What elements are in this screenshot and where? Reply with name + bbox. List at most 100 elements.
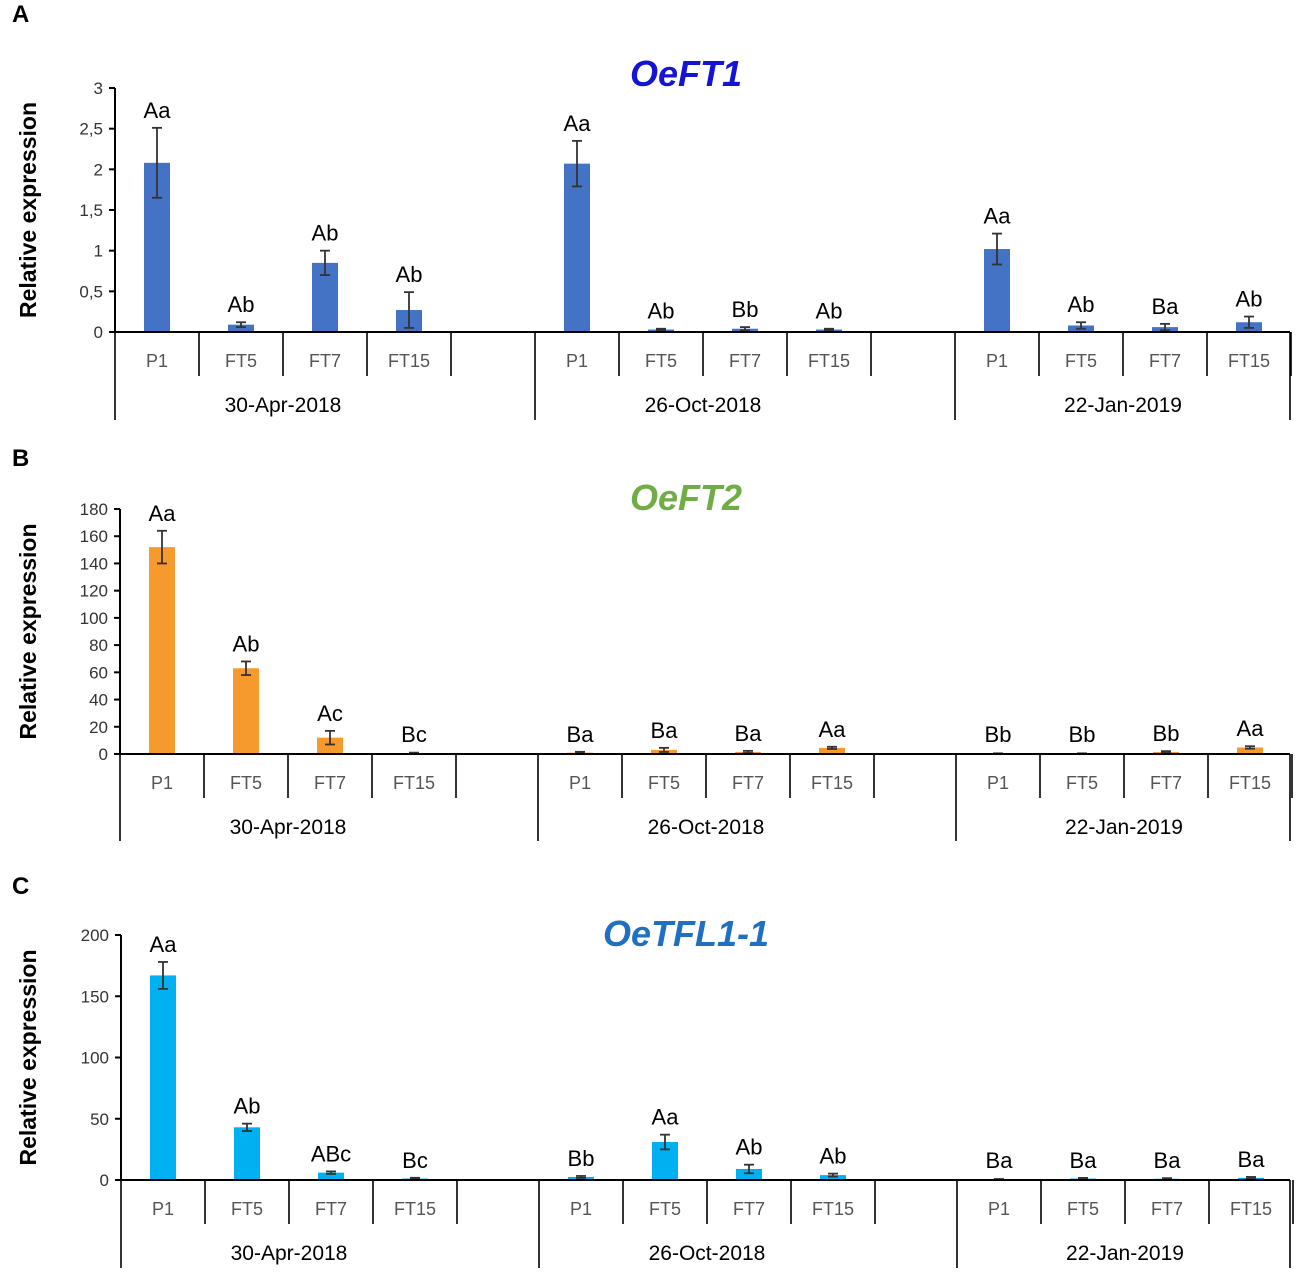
significance-letter: Ab bbox=[1068, 292, 1095, 317]
date-label: 26-Oct-2018 bbox=[648, 816, 765, 839]
significance-letter: Ba bbox=[1238, 1147, 1266, 1172]
y-tick-label: 0 bbox=[100, 1171, 109, 1190]
y-tick-label: 2 bbox=[94, 160, 103, 179]
significance-letter: Bc bbox=[401, 722, 427, 747]
significance-letter: Aa bbox=[149, 501, 177, 526]
y-axis-label: Relative expression bbox=[15, 102, 41, 318]
date-label: 26-Oct-2018 bbox=[649, 1242, 766, 1265]
category-label: P1 bbox=[151, 773, 173, 793]
category-label: FT7 bbox=[315, 1199, 347, 1219]
bar bbox=[1237, 747, 1263, 754]
category-label: FT15 bbox=[808, 351, 850, 371]
chart-title: OeTFL1-1 bbox=[603, 913, 769, 954]
date-label: 30-Apr-2018 bbox=[225, 394, 342, 417]
category-label: FT5 bbox=[1065, 351, 1097, 371]
category-label: FT7 bbox=[314, 773, 346, 793]
category-label: FT5 bbox=[645, 351, 677, 371]
y-tick-label: 80 bbox=[89, 636, 108, 655]
significance-letter: Ab bbox=[736, 1135, 763, 1160]
bar bbox=[149, 547, 175, 754]
y-tick-label: 100 bbox=[80, 609, 108, 628]
category-label: P1 bbox=[566, 351, 588, 371]
y-tick-label: 180 bbox=[80, 500, 108, 519]
significance-letter: Bc bbox=[402, 1148, 428, 1173]
category-label: P1 bbox=[569, 773, 591, 793]
significance-letter: Ba bbox=[567, 722, 595, 747]
category-label: FT15 bbox=[394, 1199, 436, 1219]
panel-b: B OeFT2 Relative expression 0 20 40 60 80 100 120… bbox=[12, 445, 1293, 841]
category-label: P1 bbox=[146, 351, 168, 371]
significance-letter: Ab bbox=[228, 292, 255, 317]
significance-letter: Aa bbox=[1237, 716, 1265, 741]
category-label: FT15 bbox=[811, 773, 853, 793]
y-tick-label: 3 bbox=[94, 79, 103, 98]
category-label: FT7 bbox=[309, 351, 341, 371]
category-label: FT5 bbox=[648, 773, 680, 793]
category-label: FT5 bbox=[231, 1199, 263, 1219]
bar bbox=[819, 747, 845, 754]
significance-letter: Ba bbox=[735, 721, 763, 746]
category-label: FT5 bbox=[649, 1199, 681, 1219]
y-tick-label: 140 bbox=[80, 554, 108, 573]
category-label: FT15 bbox=[1230, 1199, 1272, 1219]
category-label: P1 bbox=[987, 773, 1009, 793]
bar bbox=[564, 163, 590, 332]
significance-letter: Aa bbox=[819, 717, 847, 742]
significance-letter: Bb bbox=[1069, 722, 1096, 747]
category-label: FT15 bbox=[388, 351, 430, 371]
category-label: FT15 bbox=[812, 1199, 854, 1219]
date-label: 22-Jan-2019 bbox=[1066, 1242, 1184, 1265]
bar bbox=[234, 1127, 260, 1180]
significance-letter: Bb bbox=[568, 1146, 595, 1171]
significance-letter: Aa bbox=[144, 98, 172, 123]
y-tick-label: 160 bbox=[80, 527, 108, 546]
category-label: FT5 bbox=[1066, 773, 1098, 793]
bar bbox=[736, 1168, 762, 1180]
y-tick-label: 1 bbox=[94, 242, 103, 261]
y-tick-label: 60 bbox=[89, 663, 108, 682]
significance-letter: Ab bbox=[234, 1094, 261, 1119]
chart-title: OeFT1 bbox=[630, 53, 742, 94]
date-label: 30-Apr-2018 bbox=[230, 816, 347, 839]
significance-letter: Ab bbox=[1236, 287, 1263, 312]
significance-letter: Ba bbox=[1154, 1148, 1182, 1173]
significance-letter: Aa bbox=[652, 1105, 680, 1130]
significance-letter: Ab bbox=[648, 299, 675, 324]
y-tick-label: 0 bbox=[94, 323, 103, 342]
category-label: P1 bbox=[152, 1199, 174, 1219]
significance-letter: ABc bbox=[311, 1141, 351, 1166]
category-label: FT7 bbox=[729, 351, 761, 371]
panel-letter: B bbox=[12, 445, 29, 472]
significance-letter: Bb bbox=[732, 297, 759, 322]
bar bbox=[317, 737, 343, 754]
category-label: P1 bbox=[986, 351, 1008, 371]
significance-letter: Ab bbox=[312, 221, 339, 246]
y-tick-label: 40 bbox=[89, 691, 108, 710]
significance-letter: Bb bbox=[985, 722, 1012, 747]
category-label: FT5 bbox=[1067, 1199, 1099, 1219]
significance-letter: Ba bbox=[986, 1148, 1014, 1173]
significance-letter: Ab bbox=[396, 262, 423, 287]
y-tick-label: 20 bbox=[89, 718, 108, 737]
significance-letter: Ab bbox=[233, 631, 260, 656]
significance-letter: Ba bbox=[1070, 1148, 1098, 1173]
significance-letter: Aa bbox=[150, 932, 178, 957]
significance-letter: Ac bbox=[317, 701, 343, 726]
y-tick-label: 100 bbox=[81, 1049, 109, 1068]
significance-letter: Ab bbox=[820, 1144, 847, 1169]
y-tick-label: 200 bbox=[81, 926, 109, 945]
y-tick-label: 120 bbox=[80, 582, 108, 601]
significance-letter: Aa bbox=[984, 204, 1012, 229]
category-label: FT15 bbox=[1228, 351, 1270, 371]
significance-letter: Aa bbox=[564, 111, 592, 136]
bar bbox=[318, 1172, 344, 1180]
y-tick-label: 0,5 bbox=[79, 282, 103, 301]
bar bbox=[228, 324, 254, 332]
y-axis-label: Relative expression bbox=[15, 523, 41, 739]
category-label: FT5 bbox=[225, 351, 257, 371]
bar bbox=[150, 975, 176, 1180]
y-axis-label: Relative expression bbox=[15, 949, 41, 1165]
panel-c: C OeTFL1-1 Relative expression 0 50 100 150 200… bbox=[12, 873, 1294, 1268]
category-label: P1 bbox=[988, 1199, 1010, 1219]
